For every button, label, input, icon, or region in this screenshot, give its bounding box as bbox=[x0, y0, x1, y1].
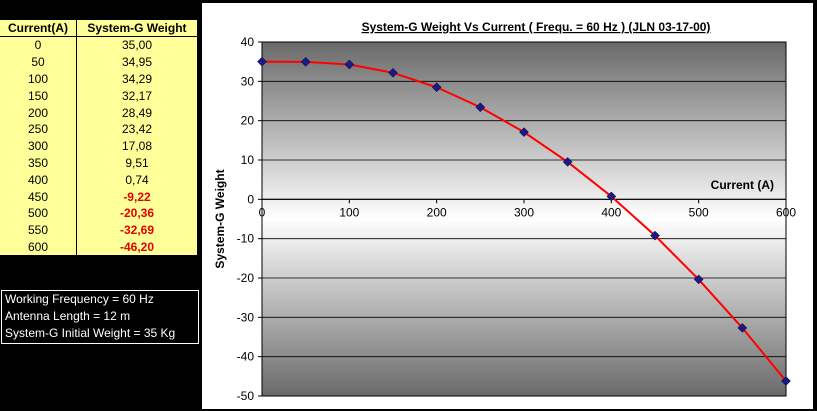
x-tick-label: 100 bbox=[339, 205, 359, 219]
chart-title: System-G Weight Vs Current ( Frequ. = 60… bbox=[362, 20, 711, 34]
cell-current: 250 bbox=[0, 120, 77, 138]
plot-area bbox=[262, 42, 786, 396]
x-tick-label: 600 bbox=[776, 205, 796, 219]
data-point bbox=[519, 127, 529, 138]
data-point bbox=[257, 56, 267, 67]
y-tick-label: 20 bbox=[241, 114, 255, 128]
table-row: 150 32,17 bbox=[0, 87, 197, 105]
cell-current: 500 bbox=[0, 204, 77, 222]
data-point bbox=[344, 59, 355, 70]
table-row: 0 35,00 bbox=[0, 36, 197, 54]
cell-current: 600 bbox=[0, 238, 77, 256]
cell-weight: 0,74 bbox=[125, 172, 149, 187]
data-point bbox=[650, 230, 660, 241]
cell-weight: 34,95 bbox=[121, 55, 153, 70]
cell-current: 150 bbox=[0, 87, 77, 105]
data-point bbox=[475, 102, 486, 113]
table-row: 350 9,51 bbox=[0, 154, 197, 172]
cell-weight: -32,69 bbox=[119, 223, 155, 238]
parameters-box: Working Frequency = 60 Hz Antenna Length… bbox=[1, 290, 199, 344]
table-row: 450 -9,22 bbox=[0, 188, 197, 205]
data-table: Current(A) System-G Weight 0 35,00 50 34,95… bbox=[0, 20, 197, 256]
cell-weight: 34,29 bbox=[121, 71, 153, 86]
cell-current: 50 bbox=[0, 53, 77, 71]
x-tick-label: 400 bbox=[601, 205, 621, 219]
table-header-row: Current(A) System-G Weight bbox=[0, 20, 197, 37]
cell-weight: 9,51 bbox=[125, 155, 149, 170]
cell-current: 550 bbox=[0, 221, 77, 239]
table-row: 50 34,95 bbox=[0, 53, 197, 71]
data-point bbox=[737, 323, 748, 333]
cell-weight: 35,00 bbox=[121, 38, 153, 53]
cell-weight: -20,36 bbox=[119, 206, 155, 221]
y-tick-label: -50 bbox=[237, 389, 255, 403]
table-row: 300 17,08 bbox=[0, 137, 197, 155]
y-tick-label: -20 bbox=[237, 271, 255, 285]
cell-current: 0 bbox=[0, 36, 77, 54]
y-tick-label: -40 bbox=[237, 350, 255, 364]
y-axis-label: System-G Weight bbox=[213, 169, 227, 268]
x-axis-label: Current (A) bbox=[711, 178, 774, 192]
table-row: 500 -20,36 bbox=[0, 204, 197, 222]
cell-current: 100 bbox=[0, 70, 77, 88]
table-row: 600 -46,20 bbox=[0, 238, 197, 256]
x-tick-label: 500 bbox=[689, 205, 709, 219]
y-tick-label: 10 bbox=[241, 153, 255, 167]
cell-weight: 23,42 bbox=[121, 122, 153, 137]
cell-weight: -46,20 bbox=[119, 239, 155, 254]
info-line-antenna: Antenna Length = 12 m bbox=[5, 309, 131, 323]
cell-current: 450 bbox=[0, 188, 77, 205]
x-tick-label: 200 bbox=[427, 205, 447, 219]
data-point bbox=[562, 157, 573, 167]
info-line-frequency: Working Frequency = 60 Hz bbox=[5, 292, 154, 306]
table-row: 100 34,29 bbox=[0, 70, 197, 88]
data-point bbox=[606, 191, 617, 202]
data-point bbox=[300, 57, 311, 67]
y-tick-label: -10 bbox=[237, 232, 255, 246]
cell-current: 300 bbox=[0, 137, 77, 155]
cell-weight: 32,17 bbox=[121, 88, 153, 103]
cell-current: 350 bbox=[0, 154, 77, 172]
cell-weight: 28,49 bbox=[121, 105, 153, 120]
plot-border bbox=[261, 41, 787, 397]
chart-panel: 40 30 20 10 0 -10 -20 -30 -40 -50 0 100 200 300 400 500… bbox=[202, 3, 813, 409]
data-point bbox=[431, 82, 442, 93]
y-tick-label: 40 bbox=[241, 35, 255, 49]
table-row: 550 -32,69 bbox=[0, 221, 197, 239]
table-row: 400 0,74 bbox=[0, 171, 197, 189]
y-tick-label: 0 bbox=[247, 192, 254, 206]
x-tick-label: 0 bbox=[259, 205, 266, 219]
data-point bbox=[781, 376, 791, 386]
y-tick-label: -30 bbox=[237, 310, 255, 324]
data-point bbox=[693, 274, 704, 285]
data-point bbox=[388, 67, 398, 78]
cell-weight: 17,08 bbox=[121, 139, 153, 154]
cell-current: 400 bbox=[0, 171, 77, 189]
info-line-weight: System-G Initial Weight = 35 Kg bbox=[5, 326, 176, 340]
cell-current: 200 bbox=[0, 104, 77, 121]
x-tick-label: 300 bbox=[514, 205, 534, 219]
column-header-current: Current(A) bbox=[0, 20, 77, 37]
y-tick-label: 30 bbox=[241, 74, 255, 88]
table-row: 250 23,42 bbox=[0, 120, 197, 138]
column-header-weight: System-G Weight bbox=[76, 20, 197, 37]
cell-weight: -9,22 bbox=[123, 189, 151, 204]
table-row: 200 28,49 bbox=[0, 104, 197, 121]
